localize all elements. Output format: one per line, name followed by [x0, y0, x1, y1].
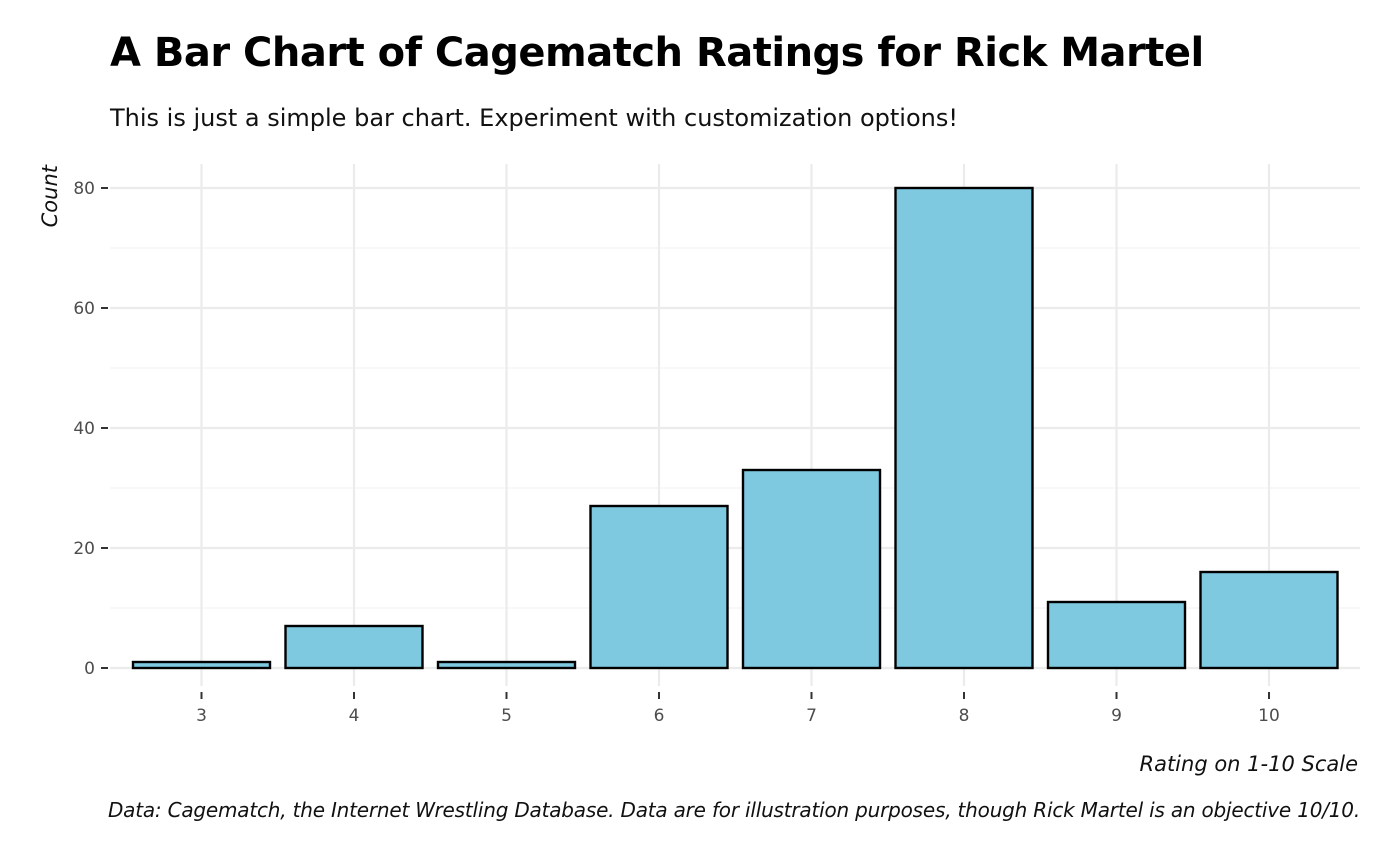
chart-subtitle: This is just a simple bar chart. Experim… [110, 104, 958, 132]
chart-title: A Bar Chart of Cagematch Ratings for Ric… [110, 30, 1204, 76]
y-axis-title: Count [38, 164, 62, 227]
bar-5 [436, 660, 577, 670]
chart-caption: Data: Cagematch, the Internet Wrestling … [107, 798, 1360, 822]
bar-8 [894, 186, 1034, 670]
y-tick-label: 40 [73, 419, 95, 439]
y-tick-label: 80 [73, 179, 95, 199]
x-tick-label: 10 [1258, 706, 1280, 726]
x-axis-title: Rating on 1-10 Scale [1139, 752, 1358, 776]
bar-4 [284, 624, 424, 670]
x-tick-label: 6 [654, 706, 665, 726]
x-tick-label: 5 [501, 706, 512, 726]
bar-10 [1199, 570, 1339, 670]
bar-9 [1046, 600, 1187, 670]
bar-3 [131, 660, 272, 670]
x-tick-label: 7 [806, 706, 817, 726]
x-tick-label: 3 [196, 706, 207, 726]
axes-layer: 0 20 40 60 80 3 4 5 6 7 8 9 10 [73, 179, 1279, 726]
x-tick-label: 8 [959, 706, 970, 726]
x-tick-label: 4 [349, 706, 360, 726]
y-tick-label: 0 [84, 659, 95, 679]
y-tick-label: 20 [73, 539, 95, 559]
x-tick-label: 9 [1111, 706, 1122, 726]
bar-6 [589, 504, 729, 670]
bars-layer [131, 186, 1339, 670]
y-tick-label: 60 [73, 299, 95, 319]
bar-7 [741, 468, 882, 670]
